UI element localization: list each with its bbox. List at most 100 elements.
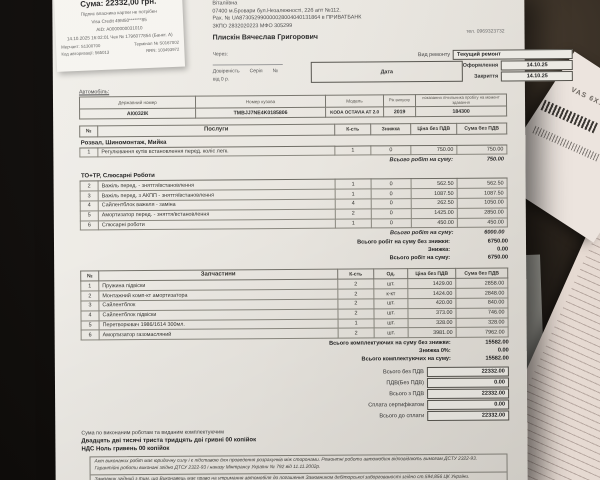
part-qty: 1 bbox=[338, 318, 375, 329]
total-value: 22332.00 bbox=[426, 366, 509, 378]
parts-col-qty: К-сть bbox=[337, 269, 374, 280]
vas-label-text: VAS 6X1 bbox=[569, 86, 600, 108]
part-qty: 2 bbox=[337, 279, 374, 290]
card-payment-receipt: Сума: 22332,00 грн. Підпис власника карт… bbox=[53, 0, 186, 72]
service-price: 450.00 bbox=[411, 217, 458, 228]
from-date-label: від 0 р. bbox=[212, 75, 230, 83]
year-header: Рік випуску bbox=[383, 94, 416, 108]
customer-phone: тел. 0969323732 bbox=[466, 28, 505, 35]
parts-col-unit: Од. bbox=[373, 268, 408, 280]
part-row: 6 Амортизатор газомасляний 2 шт. 3981.00… bbox=[81, 327, 509, 341]
parts-col-no: № bbox=[80, 271, 99, 282]
services-col-price: Ціна без ПДВ bbox=[410, 123, 457, 135]
service-price: 562.50 bbox=[411, 178, 458, 189]
service-discount: 0 bbox=[371, 188, 412, 199]
service-no: 5 bbox=[80, 210, 99, 221]
proxy-label: Довіреність bbox=[212, 68, 240, 75]
part-name: Амортизатор газомасляний bbox=[99, 328, 339, 340]
grand-totals-block: Всього без ПДВ 22332.00 ПДВ(Без ПДВ) 0.0… bbox=[81, 366, 510, 424]
total-value: 0.00 bbox=[427, 399, 510, 411]
vin-header: Номер кузова bbox=[195, 95, 326, 109]
service-discount: 0 bbox=[371, 179, 412, 190]
part-qty: 2 bbox=[338, 328, 375, 339]
part-qty: 2 bbox=[337, 289, 374, 300]
service-price: 1087.50 bbox=[411, 188, 458, 199]
service-price: 262.50 bbox=[411, 198, 458, 209]
service-discount: 0 bbox=[371, 198, 412, 209]
service-qty: 4 bbox=[335, 198, 372, 209]
part-unit: шт. bbox=[373, 298, 408, 309]
legal-terms-box: Акт виконаних робіт має юридичну силу і … bbox=[89, 453, 508, 480]
services-col-sum: Сума без ПДВ bbox=[456, 123, 507, 134]
service-discount: 0 bbox=[371, 218, 412, 229]
summary-value: 15582.00 bbox=[485, 355, 509, 362]
part-qty: 2 bbox=[337, 298, 374, 309]
opened-date: 14.10.25 bbox=[501, 60, 574, 71]
part-price: 1429.00 bbox=[407, 278, 456, 289]
total-row: Всього до сплати 22332.00 bbox=[81, 410, 510, 424]
part-no: 5 bbox=[81, 320, 100, 331]
service-sum: 750.00 bbox=[456, 144, 507, 155]
total-value: 0.00 bbox=[426, 377, 510, 389]
vehicle-table: Державний номер Номер кузова Модель Рік … bbox=[79, 93, 507, 120]
service-price: 1425.00 bbox=[411, 208, 458, 219]
terminal-id: Термінал № S0167002 bbox=[134, 39, 180, 47]
services-col-no: № bbox=[79, 126, 98, 137]
model-value: KODA OCTAVIA AT 2.0 bbox=[325, 107, 384, 118]
services-col-qty: К-сть bbox=[334, 124, 371, 135]
customer-name: Плискін Вячеслав Григорович bbox=[212, 34, 318, 42]
service-qty: 1 bbox=[335, 218, 372, 229]
service-qty: 2 bbox=[335, 208, 372, 219]
part-unit: к-кт bbox=[373, 288, 408, 299]
service-sum: 1050.00 bbox=[457, 197, 508, 209]
service-no: 2 bbox=[80, 181, 99, 192]
service-qty: 1 bbox=[335, 189, 372, 200]
service-no: 1 bbox=[79, 147, 98, 158]
parts-col-sum: Сума без ПДВ bbox=[455, 268, 508, 279]
merchant-id: Мерчант: S1300700 bbox=[61, 42, 101, 50]
opened-label: Оформлення bbox=[462, 62, 499, 69]
number-label: № bbox=[272, 68, 279, 75]
service-sum: 562.50 bbox=[457, 178, 508, 189]
part-qty: 2 bbox=[337, 308, 375, 319]
service-sum: 450.00 bbox=[457, 217, 508, 228]
summary-label: Всього робіт на суму без знижки: bbox=[357, 239, 451, 246]
summary-label: Всього комплектуючих на суму без знижки: bbox=[329, 340, 451, 347]
part-no: 6 bbox=[81, 330, 100, 341]
service-no: 3 bbox=[80, 190, 99, 201]
series-label: Серія bbox=[249, 68, 263, 75]
part-price: 328.00 bbox=[408, 317, 457, 329]
service-no: 6 bbox=[80, 220, 99, 231]
repair-type-value: Текущий ремонт bbox=[453, 49, 574, 60]
part-sum: 7962.00 bbox=[456, 327, 509, 338]
part-sum: 2848.00 bbox=[455, 288, 508, 299]
part-price: 1424.00 bbox=[407, 288, 456, 299]
total-label: Сплата сертифікатом bbox=[368, 402, 425, 409]
part-no: 3 bbox=[80, 300, 99, 311]
total-label: Всього з ПДВ bbox=[389, 391, 425, 398]
summary-label: Знижка: bbox=[427, 247, 451, 254]
summary-value: 15582.00 bbox=[485, 339, 509, 346]
summary-value: 0.00 bbox=[497, 347, 509, 354]
service-qty: 1 bbox=[335, 179, 372, 190]
service-qty: 1 bbox=[334, 145, 371, 156]
summary-value: 0.00 bbox=[497, 246, 509, 253]
service-discount: 0 bbox=[370, 145, 411, 156]
service-provider-header: Віталіївна 07400 м.Бровари бул.Незалежно… bbox=[212, 0, 506, 47]
footer-block: Сума по виконаним роботам та виданим ком… bbox=[81, 428, 509, 453]
group-total-label: Всього робіт на суму: bbox=[390, 230, 454, 237]
date-header-box: Дата bbox=[310, 60, 463, 83]
invoice-document: Сума: 22332,00 грн. Підпис власника карт… bbox=[52, 0, 574, 480]
vin-value: TMBJJ7NE4K0185806 bbox=[195, 107, 326, 119]
part-no: 1 bbox=[80, 281, 99, 292]
mileage-header: показання лічильника пробігу на момент з… bbox=[415, 93, 507, 108]
part-sum: 328.00 bbox=[456, 317, 509, 328]
parts-col-price: Ціна без ПДВ bbox=[407, 268, 456, 280]
total-value: 22332.00 bbox=[427, 388, 510, 400]
repair-info-block: Вид ремонту Текущий ремонт Дата Оформлен… bbox=[283, 49, 574, 83]
part-price: 3981.00 bbox=[408, 327, 457, 338]
service-no: 4 bbox=[80, 200, 99, 211]
plate-header: Державний номер bbox=[79, 96, 196, 110]
total-label: Всього без ПДВ bbox=[382, 369, 424, 376]
